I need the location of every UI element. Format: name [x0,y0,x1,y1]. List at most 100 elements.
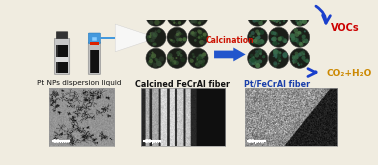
Circle shape [295,20,298,22]
Circle shape [257,33,260,36]
Circle shape [305,59,309,63]
Circle shape [155,30,157,33]
Circle shape [152,54,154,56]
Circle shape [183,39,185,41]
Bar [90,50,99,73]
Circle shape [273,32,276,35]
Circle shape [259,30,264,35]
Circle shape [257,54,259,56]
Circle shape [152,62,155,64]
Circle shape [292,11,297,16]
Circle shape [252,61,256,65]
Circle shape [294,28,298,33]
Circle shape [299,32,302,35]
Circle shape [153,32,158,37]
Circle shape [253,18,257,23]
Circle shape [273,61,277,65]
Circle shape [190,31,195,36]
Circle shape [178,38,182,41]
Circle shape [256,40,258,42]
Circle shape [197,59,198,61]
Circle shape [197,22,198,24]
Circle shape [176,51,180,55]
Circle shape [253,36,255,38]
Circle shape [257,19,260,21]
Circle shape [305,58,309,63]
Circle shape [278,63,280,65]
Circle shape [170,59,173,62]
Circle shape [280,8,284,11]
Circle shape [294,18,297,20]
Circle shape [196,57,199,60]
Circle shape [250,18,252,20]
Circle shape [297,11,301,16]
Circle shape [149,20,153,25]
Circle shape [297,21,302,26]
Circle shape [248,48,268,68]
Circle shape [258,59,262,64]
Circle shape [156,61,160,66]
Circle shape [302,38,305,41]
Circle shape [257,15,260,18]
Circle shape [299,42,304,47]
Circle shape [290,33,295,38]
Circle shape [296,22,299,24]
Circle shape [255,40,259,44]
Circle shape [199,40,201,43]
Circle shape [153,42,156,46]
Circle shape [284,40,287,43]
Circle shape [159,17,161,19]
Bar [56,45,68,73]
Circle shape [273,32,277,35]
Circle shape [199,40,204,45]
Circle shape [277,43,279,45]
Circle shape [146,48,166,68]
Circle shape [197,29,201,33]
Circle shape [176,13,178,15]
Circle shape [304,38,308,43]
Circle shape [202,52,206,56]
Circle shape [304,11,309,16]
Circle shape [198,60,203,64]
Circle shape [190,58,192,60]
Circle shape [297,53,302,57]
Circle shape [283,20,285,22]
Circle shape [198,56,202,61]
Circle shape [201,63,205,67]
Circle shape [181,41,183,43]
Circle shape [203,36,207,40]
Circle shape [203,41,206,44]
Circle shape [302,40,305,43]
Circle shape [155,58,158,61]
Text: Calcined FeCrAl fiber: Calcined FeCrAl fiber [135,80,230,89]
Circle shape [301,56,305,60]
Circle shape [253,39,257,43]
Circle shape [150,33,153,36]
Circle shape [279,52,282,54]
Circle shape [296,15,301,20]
FancyBboxPatch shape [54,38,70,74]
Circle shape [193,11,197,15]
Circle shape [156,15,160,18]
Circle shape [150,33,152,34]
Circle shape [259,40,263,44]
Circle shape [254,8,259,12]
Circle shape [160,13,162,15]
Circle shape [279,60,281,62]
Circle shape [256,39,260,43]
Circle shape [249,34,252,37]
Circle shape [290,48,310,68]
Circle shape [159,56,164,62]
Circle shape [194,39,197,42]
Text: VOCs: VOCs [331,22,359,33]
Circle shape [273,55,274,57]
Circle shape [290,34,295,39]
Circle shape [194,9,198,14]
Circle shape [156,13,160,17]
Circle shape [277,58,282,62]
Circle shape [263,16,267,21]
Circle shape [178,15,183,20]
Circle shape [297,16,300,18]
Circle shape [269,27,289,47]
Circle shape [157,29,161,33]
